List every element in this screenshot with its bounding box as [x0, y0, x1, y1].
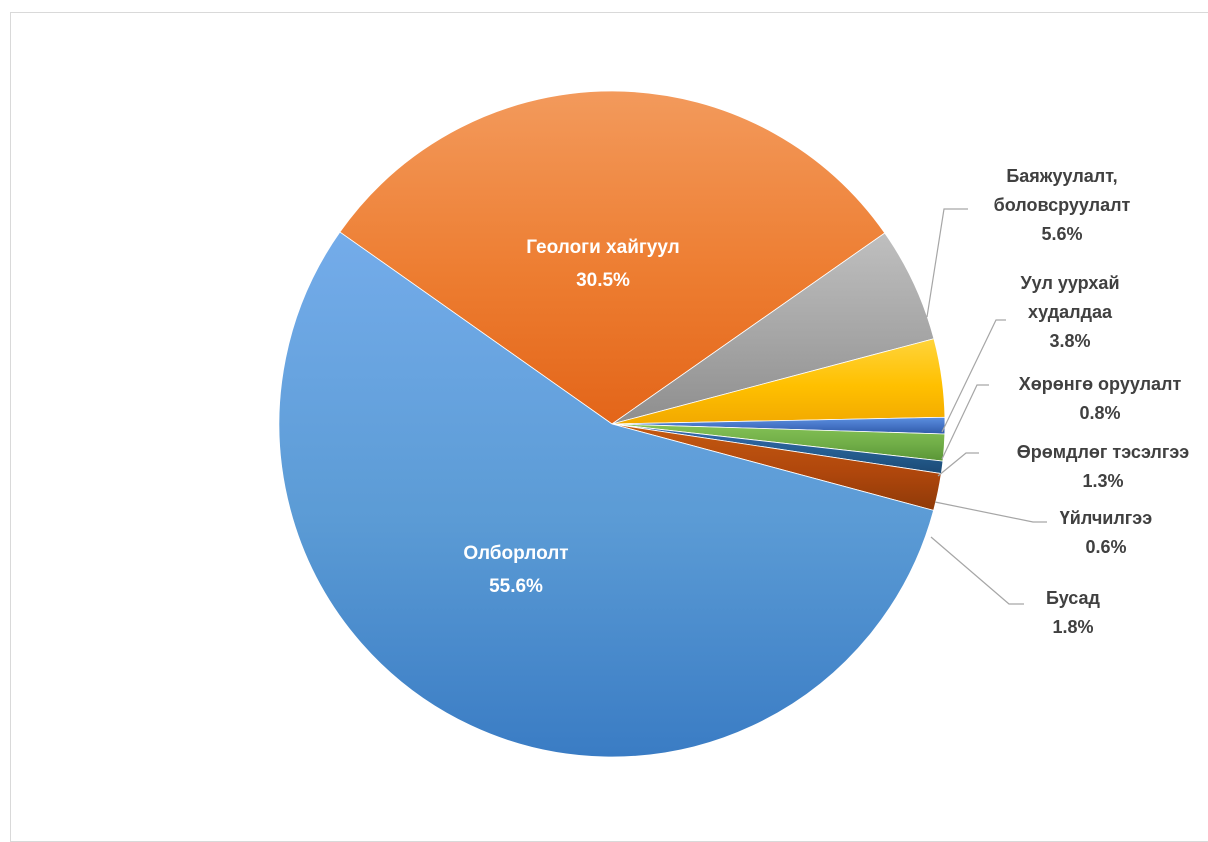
pie-slice-геологи-хайгуул	[339, 90, 886, 425]
leader-line-үйлчилгээ	[934, 501, 1047, 523]
data-label-value: 1.8%	[1052, 617, 1093, 637]
data-label-category: Хөрөнгө оруулалт	[1019, 374, 1182, 394]
data-label-value: 30.5%	[576, 270, 630, 291]
data-label-value: 0.8%	[1079, 403, 1120, 423]
data-label-category: Үйлчилгээ	[1060, 508, 1152, 528]
data-label-value: 5.6%	[1041, 224, 1082, 244]
data-label-category: Өрөмдлөг тэсэлгээ	[1017, 442, 1190, 462]
data-label-бусад: Бусад 1.8%	[1046, 588, 1101, 637]
data-label-value: 0.6%	[1085, 537, 1126, 557]
data-label-value: 3.8%	[1049, 331, 1090, 351]
data-label-уул-уурхай: Уул уурхай худалдаа 3.8%	[1020, 273, 1119, 351]
leader-line-өрөмдлөг-тэсэлгээ	[937, 452, 979, 477]
data-label-category: Бусад	[1046, 588, 1101, 608]
data-label-category: боловсруулалт	[994, 195, 1131, 215]
data-label-баяжуулалт: Баяжуулалт, боловсруулалт 5.6%	[994, 166, 1131, 244]
data-label-value: 1.3%	[1082, 471, 1123, 491]
pie-slice-олборлолт	[278, 231, 935, 758]
data-labels: Геологи хайгуул 30.5% Баяжуулалт, боловсруу…	[463, 166, 1189, 637]
data-label-category: Олборлолт	[463, 543, 568, 564]
data-label-хөрөнгө-оруулалт: Хөрөнгө оруулалт 0.8%	[1019, 374, 1182, 423]
leader-line-бусад	[930, 536, 1024, 605]
data-label-олборлолт: Олборлолт 55.6%	[463, 543, 568, 597]
leader-line-баяжуулалт	[926, 208, 968, 318]
data-label-геологи-хайгуул: Геологи хайгуул 30.5%	[526, 237, 679, 291]
data-label-үйлчилгээ: Үйлчилгээ 0.6%	[1060, 508, 1152, 557]
data-label-category: Уул уурхай	[1020, 273, 1119, 293]
data-label-category: худалдаа	[1028, 302, 1113, 322]
pie-slices	[278, 90, 946, 758]
data-label-category: Баяжуулалт,	[1006, 166, 1117, 186]
data-label-value: 55.6%	[489, 576, 543, 597]
data-label-category: Геологи хайгуул	[526, 237, 679, 258]
leader-line-уул-уурхай	[941, 319, 1006, 433]
leader-lines	[926, 208, 1047, 605]
leader-line-хөрөнгө-оруулалт	[941, 384, 989, 460]
data-label-өрөмдлөг-тэсэлгээ: Өрөмдлөг тэсэлгээ 1.3%	[1017, 442, 1190, 491]
